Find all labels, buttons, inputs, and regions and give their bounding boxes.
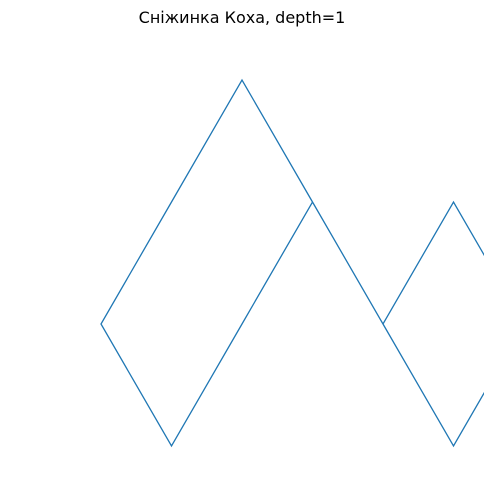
koch-curve-line-0 bbox=[100, 78, 484, 448]
chart-title: Сніжинка Коха, depth=1 bbox=[138, 8, 346, 27]
